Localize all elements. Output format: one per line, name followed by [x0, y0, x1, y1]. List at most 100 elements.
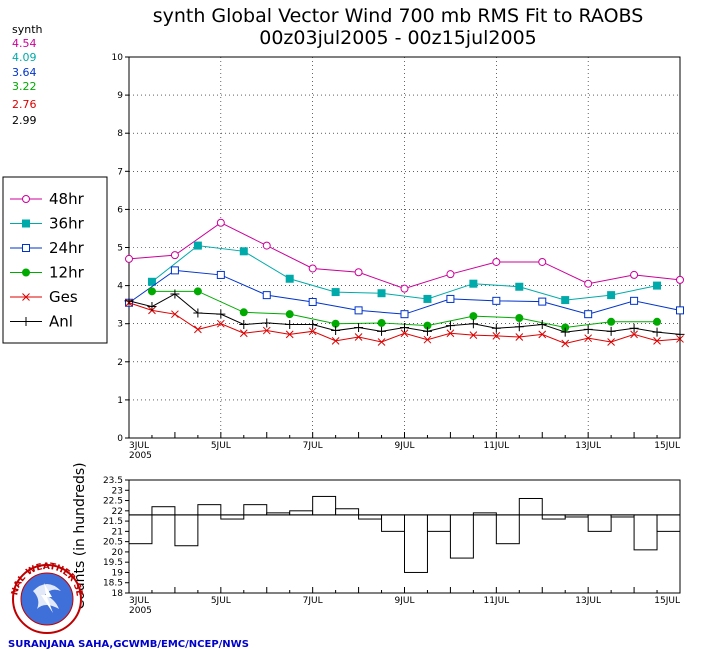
data-point-ges — [515, 333, 524, 341]
count-bar — [541, 514, 566, 520]
legend-box — [2, 176, 108, 344]
data-point-anl — [285, 319, 295, 329]
x-tick-label: 9JUL — [395, 441, 415, 451]
data-point-24hr — [170, 266, 179, 275]
count-y-tick-label: 19.5 — [103, 558, 123, 568]
count-bar — [381, 514, 405, 532]
data-point-12hr — [377, 318, 386, 327]
data-point-anl — [675, 329, 685, 339]
count-bar — [404, 514, 428, 573]
count-y-tick-label: 19 — [112, 568, 124, 578]
data-point-anl — [400, 323, 409, 333]
data-point-anl — [606, 326, 616, 336]
count-bar — [335, 508, 360, 516]
data-point-48hr — [308, 264, 317, 273]
count-ylabel: Counts (in hundreds) — [72, 462, 88, 609]
data-point-48hr — [630, 270, 639, 279]
stat-value-48hr: 4.54 — [12, 37, 37, 50]
x-tick-label: 3JUL — [129, 596, 149, 606]
data-point-12hr — [239, 308, 248, 317]
data-point-ges — [377, 338, 386, 346]
data-point-48hr — [262, 241, 271, 250]
count-bar — [426, 514, 451, 532]
data-point-ges — [653, 336, 661, 345]
data-point-24hr — [308, 297, 317, 306]
data-point-ges — [630, 330, 638, 339]
data-point-ges — [308, 327, 317, 336]
data-point-anl — [308, 319, 318, 329]
y-tick-label: 7 — [117, 167, 123, 177]
legend-label: 48hr — [49, 190, 85, 208]
count-bar — [312, 495, 337, 516]
data-point-48hr — [492, 257, 501, 266]
data-point-36hr — [469, 279, 478, 288]
data-point-anl — [583, 324, 593, 334]
count-bar — [449, 514, 474, 559]
data-point-anl — [491, 323, 501, 333]
legend-marker — [22, 268, 30, 277]
legend-marker — [22, 219, 30, 228]
data-point-24hr — [584, 310, 593, 319]
count-bar — [289, 510, 314, 516]
count-y-tick-label: 20 — [112, 548, 124, 558]
legend-label: Ges — [49, 288, 78, 306]
data-point-48hr — [676, 275, 684, 284]
data-point-24hr — [354, 306, 363, 315]
count-bar — [174, 514, 199, 547]
stat-value-24hr: 3.64 — [12, 66, 37, 79]
x-year-label: 2005 — [129, 451, 152, 461]
data-point-48hr — [446, 270, 455, 279]
data-point-48hr — [216, 218, 225, 227]
stat-value-36hr: 4.09 — [12, 51, 37, 64]
x-tick-label: 15JUL — [654, 441, 680, 451]
count-y-tick-label: 23.5 — [103, 476, 123, 486]
x-tick-label: 5JUL — [211, 596, 231, 606]
y-tick-label: 2 — [117, 358, 123, 368]
data-point-anl — [147, 302, 157, 312]
stat-value-anl: 2.99 — [12, 114, 37, 127]
y-tick-label: 9 — [117, 91, 123, 101]
data-point-ges — [607, 338, 615, 346]
series-line-36hr — [151, 245, 658, 301]
count-y-tick-label: 18.5 — [103, 579, 123, 589]
count-y-tick-label: 20.5 — [103, 538, 123, 548]
data-point-48hr — [170, 251, 179, 260]
data-point-48hr — [400, 284, 409, 293]
data-point-ges — [584, 334, 593, 343]
legend-item-anl: Anl — [10, 313, 73, 331]
count-bar — [495, 514, 520, 545]
data-point-12hr — [653, 317, 662, 326]
x-tick-label: 11JUL — [483, 441, 509, 451]
legend-marker — [21, 317, 31, 326]
data-point-anl — [262, 318, 272, 328]
count-y-tick-label: 18 — [112, 589, 124, 599]
chart-title-line2: 00z03jul2005 - 00z15jul2005 — [259, 27, 537, 49]
data-point-ges — [262, 326, 271, 335]
data-point-anl — [239, 319, 249, 329]
series-line-48hr — [128, 222, 681, 290]
count-bar — [220, 514, 245, 520]
data-point-ges — [492, 332, 501, 340]
x-tick-label: 9JUL — [395, 596, 415, 606]
data-point-anl — [422, 326, 432, 336]
data-point-36hr — [423, 294, 432, 303]
x-tick-label: 7JUL — [303, 596, 323, 606]
legend-item-48hr: 48hr — [10, 190, 85, 208]
legend-label: 12hr — [49, 264, 85, 282]
x-tick-label: 3JUL — [129, 441, 149, 451]
data-point-ges — [216, 319, 225, 328]
count-y-tick-label: 22.5 — [103, 497, 123, 507]
x-tick-label: 7JUL — [303, 441, 323, 451]
y-tick-label: 6 — [117, 205, 123, 215]
stats-label: synth — [12, 23, 43, 36]
y-tick-label: 10 — [112, 53, 124, 63]
data-point-anl — [629, 323, 639, 333]
data-point-ges — [561, 339, 570, 348]
count-bar — [633, 514, 658, 551]
data-point-24hr — [538, 297, 547, 306]
data-point-ges — [446, 329, 455, 338]
y-tick-label: 4 — [117, 282, 123, 292]
data-point-36hr — [607, 291, 616, 300]
data-point-24hr — [216, 270, 225, 279]
